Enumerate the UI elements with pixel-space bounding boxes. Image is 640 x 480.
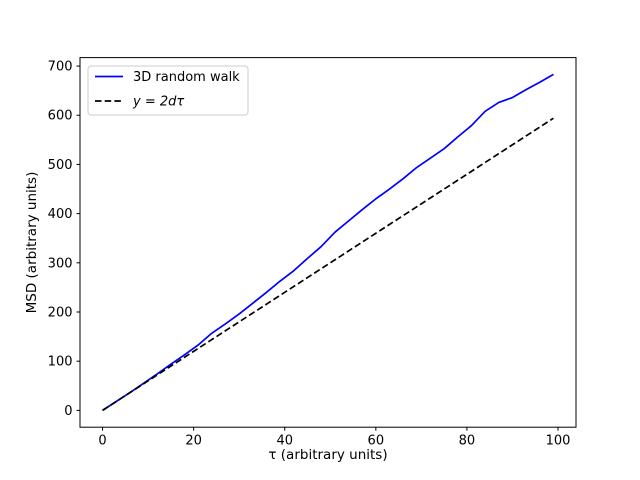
- x-tick-label: 60: [368, 434, 385, 449]
- y-axis-label: MSD (arbitrary units): [24, 172, 40, 314]
- legend-label-theory: y = 2dτ: [132, 95, 184, 110]
- x-tick-label: 40: [276, 434, 293, 449]
- y-tick-label: 500: [48, 158, 73, 173]
- plot-border: [79, 57, 577, 428]
- y-tick-label: 200: [48, 306, 73, 321]
- y-tick-label: 0: [64, 404, 72, 419]
- y-tick-label: 700: [48, 60, 73, 75]
- plot-area: [80, 57, 576, 428]
- legend-frame: [87, 65, 249, 116]
- series-line-y-2d: [102, 117, 554, 412]
- y-tick-label: 400: [48, 207, 73, 222]
- legend-label-random-walk: 3D random walk: [133, 70, 240, 85]
- y-tick-label: 100: [48, 355, 73, 370]
- ticks-group: 0 20 40 60 80 100 0 100 200 300 400 500 600 700: [48, 60, 571, 449]
- x-tick-label: 80: [459, 434, 476, 449]
- x-tick-label: 0: [98, 434, 106, 449]
- x-axis-label: τ (arbitrary units): [268, 447, 387, 463]
- x-tick-label: 20: [185, 434, 202, 449]
- series-line-3d-random-walk: [102, 73, 554, 412]
- y-tick-label: 600: [48, 109, 73, 124]
- series-group: [102, 73, 554, 412]
- legend: 3D random walk y = 2dτ: [87, 65, 249, 116]
- y-tick-label: 300: [48, 256, 73, 271]
- x-tick-label: 100: [546, 434, 571, 449]
